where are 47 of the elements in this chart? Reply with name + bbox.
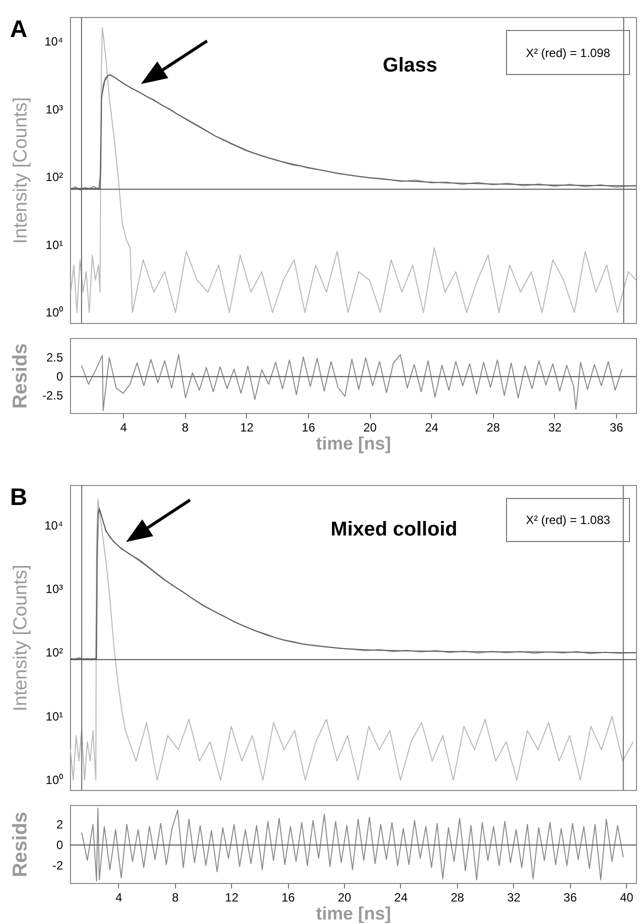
annotation: X² (red) = 1.083	[526, 513, 610, 527]
y-tick-label: 10³	[46, 102, 64, 116]
y-tick-label: 10²	[46, 646, 64, 660]
x-tick-label: 4	[116, 890, 123, 904]
x-tick-label: 16	[302, 420, 316, 434]
x-tick-label: 32	[507, 890, 521, 904]
y-tick-label: 10⁴	[44, 518, 63, 532]
x-tick-label: 8	[182, 420, 189, 434]
annotation: Mixed colloid	[330, 518, 458, 540]
x-tick-label: 28	[450, 890, 464, 904]
x-axis-title: time [ns]	[316, 904, 392, 924]
y-tick-label: -2.5	[42, 388, 64, 403]
y-axis-title: Resids	[10, 812, 32, 878]
y-tick-label: 10⁰	[46, 306, 63, 320]
x-axis-title: time [ns]	[316, 434, 392, 454]
x-tick-label: 12	[240, 420, 254, 434]
y-tick-label: 0	[56, 838, 64, 852]
x-tick-label: 8	[172, 890, 179, 904]
y-tick-label: -2	[52, 858, 64, 873]
y-tick-label: 10⁴	[44, 34, 63, 49]
x-tick-label: 36	[564, 890, 578, 904]
x-tick-label: 20	[363, 420, 378, 434]
x-tick-label: 28	[486, 420, 500, 434]
text: B	[10, 484, 28, 511]
x-tick-label: 36	[610, 420, 624, 434]
x-tick-label: 24	[424, 420, 439, 434]
x-tick-label: 24	[394, 890, 408, 904]
y-tick-label: 10¹	[46, 238, 64, 252]
x-tick-label: 16	[281, 890, 296, 904]
y-tick-label: 10³	[46, 582, 64, 596]
x-tick-label: 12	[225, 890, 239, 904]
y-tick-label: 10²	[46, 170, 64, 184]
y-tick-label: 2	[56, 818, 64, 832]
y-axis-title: Intensity [Counts]	[10, 97, 32, 244]
y-axis-title: Resids	[10, 343, 32, 409]
y-tick-label: 0	[56, 370, 64, 384]
x-tick-label: 4	[120, 420, 128, 434]
x-tick-label: 40	[620, 890, 634, 904]
annotation: Glass	[382, 54, 438, 76]
x-tick-label: 20	[338, 890, 352, 904]
annotation: X² (red) = 1.098	[526, 46, 610, 60]
y-axis-title: Intensity [Counts]	[10, 564, 32, 712]
y-tick-label: 2.5	[46, 350, 64, 365]
x-tick-label: 32	[548, 420, 562, 434]
text: A	[10, 16, 28, 43]
y-tick-label: 10⁰	[46, 773, 63, 788]
y-tick-label: 10¹	[46, 709, 64, 724]
